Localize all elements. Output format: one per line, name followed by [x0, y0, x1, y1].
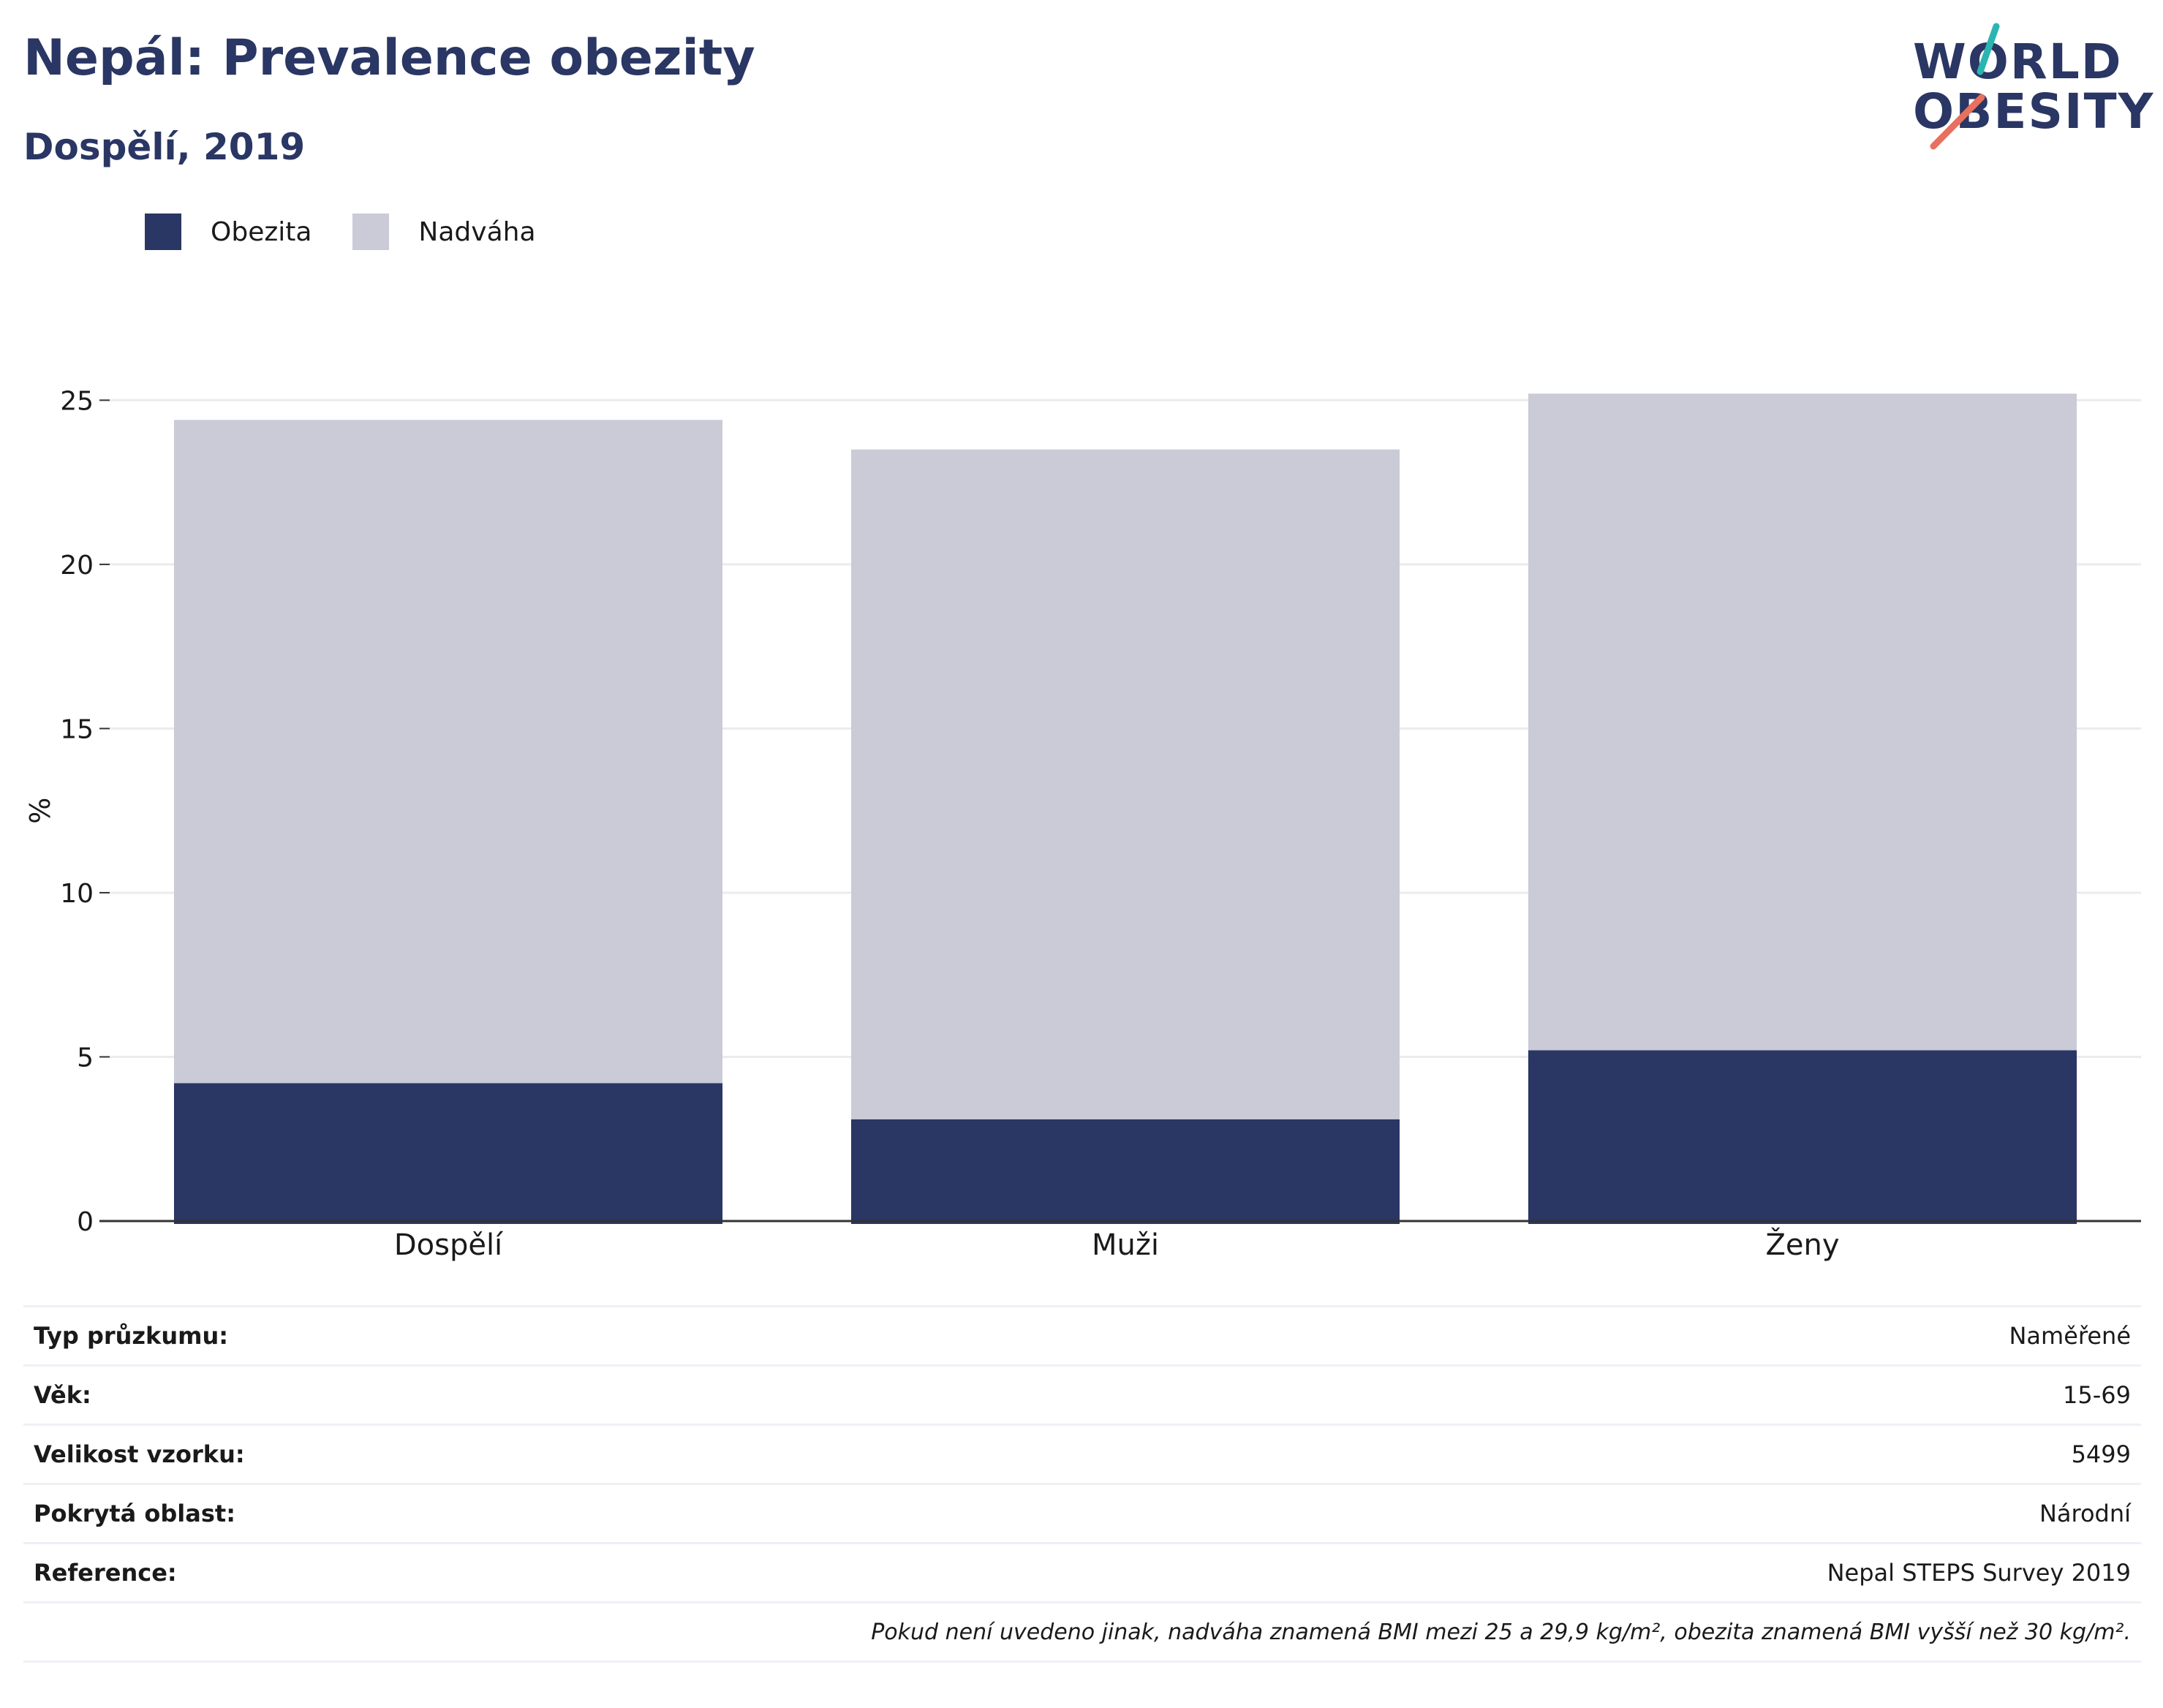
y-tick-label: 5 [77, 1043, 94, 1073]
y-tick-label: 0 [77, 1207, 94, 1237]
y-tick-label: 15 [60, 714, 94, 744]
info-key: Reference: [34, 1559, 177, 1587]
legend-item-obezita: Obezita [145, 214, 312, 250]
y-tick-label: 10 [60, 879, 94, 909]
legend-label-nadvaha: Nadváha [418, 216, 536, 247]
logo-slash-icon [1930, 23, 2000, 150]
page-subtitle: Dospělí, 2019 [23, 126, 306, 168]
x-tick-label: Ženy [1765, 1227, 1839, 1262]
info-value: 15-69 [2063, 1381, 2131, 1409]
y-tick-label: 20 [60, 551, 94, 581]
info-value: Naměřené [2009, 1322, 2131, 1350]
info-value: 5499 [2071, 1440, 2131, 1468]
logo-line-1: WORLD [1913, 34, 2123, 90]
info-row-velikost: Velikost vzorku: 5499 [23, 1424, 2141, 1483]
info-row-typ: Typ průzkumu: Naměřené [23, 1305, 2141, 1364]
info-value: Nepal STEPS Survey 2019 [1827, 1559, 2131, 1587]
legend-item-nadvaha: Nadváha [352, 214, 536, 250]
bmi-footnote: Pokud není uvedeno jinak, nadváha znamen… [871, 1619, 2131, 1645]
info-row-vek: Věk: 15-69 [23, 1364, 2141, 1424]
x-tick-label: Dospělí [394, 1228, 504, 1262]
bar-obezita-2 [850, 1119, 1400, 1224]
info-row-reference: Reference: Nepal STEPS Survey 2019 [23, 1542, 2141, 1601]
legend-label-obezita: Obezita [211, 216, 312, 247]
y-tick-label: 25 [60, 386, 94, 416]
info-row-oblast: Pokrytá oblast: Národní [23, 1483, 2141, 1542]
y-axis-label: % [24, 798, 56, 824]
info-key: Typ průzkumu: [34, 1322, 229, 1350]
legend-swatch-nadvaha [352, 214, 390, 250]
bar-obezita-3 [1528, 1050, 2077, 1224]
bar-obezita-1 [173, 1083, 723, 1224]
bar-nadváha-3 [1528, 393, 2077, 1051]
world-obesity-logo: WORLD OBESITY [1901, 20, 2153, 152]
legend-swatch-obezita [145, 214, 181, 250]
bar-chart: 0 5 10 15 20 25% Dospělí Muži Ženy [24, 386, 2141, 1262]
x-tick-label: Muži [1092, 1228, 1159, 1262]
info-key: Věk: [34, 1381, 91, 1409]
chart-legend: Obezita Nadváha [145, 214, 577, 250]
page-title: Nepál: Prevalence obezity [23, 29, 755, 87]
bar-nadváha-1 [173, 420, 723, 1084]
bar-nadváha-2 [850, 449, 1400, 1119]
survey-info-table: Typ průzkumu: Naměřené Věk: 15-69 Veliko… [23, 1305, 2141, 1663]
info-key: Pokrytá oblast: [34, 1500, 235, 1527]
info-key: Velikost vzorku: [34, 1440, 245, 1468]
info-value: Národní [2039, 1500, 2131, 1527]
footnote-row: Pokud není uvedeno jinak, nadváha znamen… [23, 1601, 2141, 1663]
